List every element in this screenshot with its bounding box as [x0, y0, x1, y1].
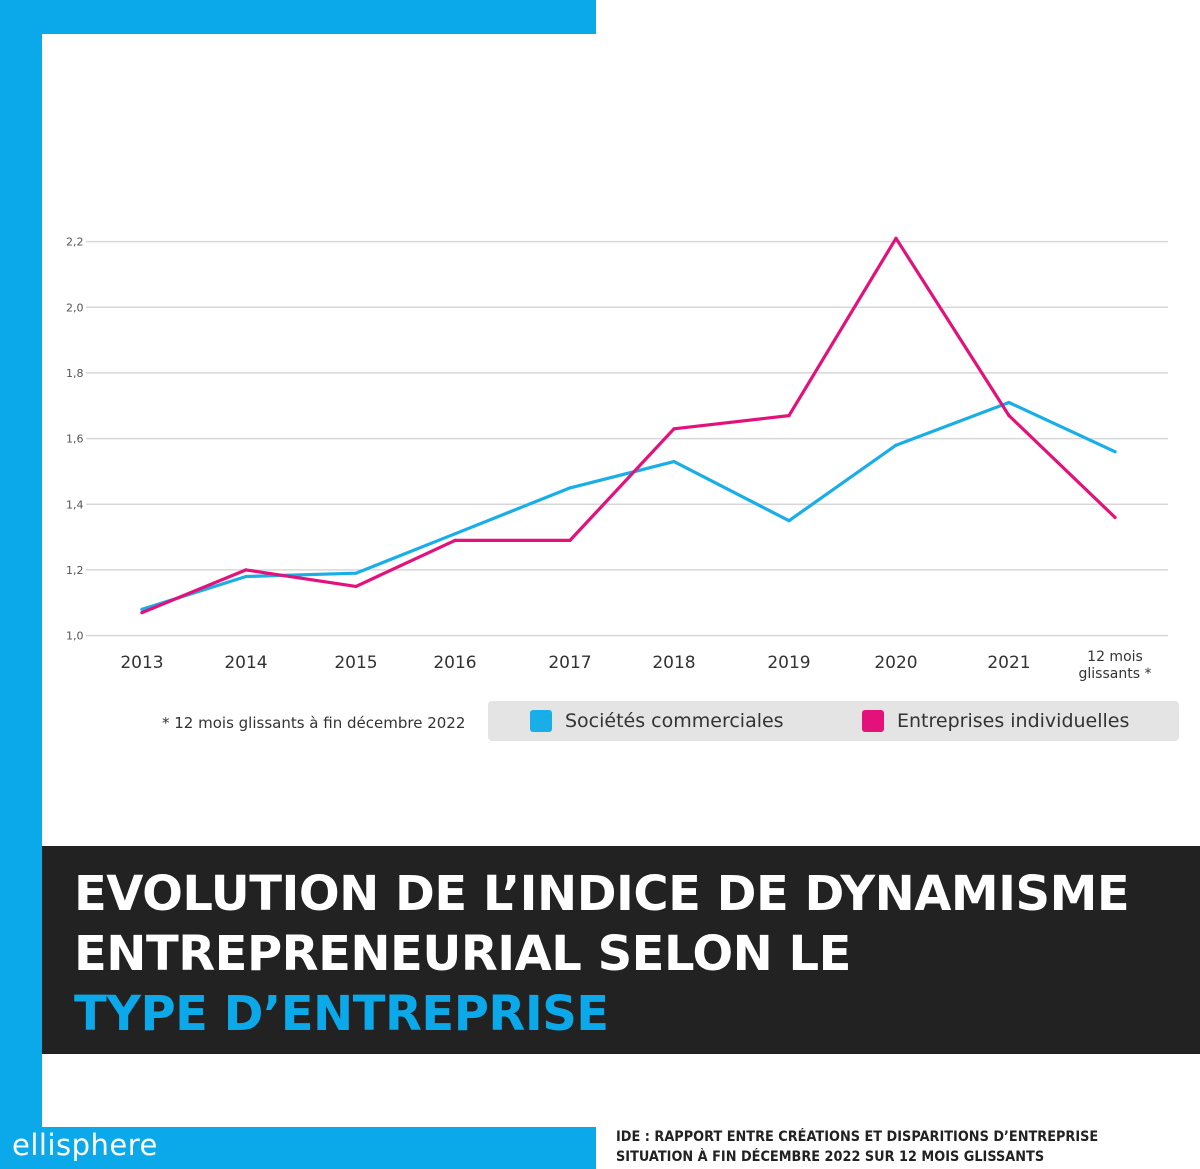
title-line-2: ENTREPRENEURIAL SELON LE	[74, 926, 851, 982]
data-point	[1113, 450, 1117, 454]
data-point	[568, 486, 572, 490]
x-tick-label: 2014	[224, 653, 267, 673]
y-tick-label: 2,0	[66, 301, 84, 314]
chart-footnote: * 12 mois glissants à fin décembre 2022	[162, 714, 466, 732]
legend-label-societes: Sociétés commerciales	[565, 710, 784, 732]
data-point	[1113, 515, 1117, 519]
data-point	[244, 574, 248, 579]
y-tick-label: 1,8	[66, 367, 84, 380]
data-point	[568, 538, 572, 542]
data-point	[672, 427, 676, 431]
series-line-1	[140, 400, 1117, 611]
data-point	[140, 611, 144, 615]
chart-grid	[86, 240, 1168, 637]
data-point	[787, 414, 791, 418]
data-point	[140, 607, 144, 611]
accent-bar-left	[0, 0, 42, 1169]
data-point	[672, 460, 676, 464]
series-line-2	[140, 236, 1117, 615]
legend-item-societes: Sociétés commerciales	[530, 701, 784, 741]
data-point	[894, 236, 898, 240]
brand-logo: ellisphere	[12, 1128, 158, 1162]
chart-series	[140, 236, 1117, 615]
data-point	[1007, 400, 1011, 405]
caption-line-2: SITUATION À FIN DÉCEMBRE 2022 SUR 12 MOI…	[616, 1149, 1045, 1165]
x-tick-label-line: glissants *	[1079, 666, 1152, 682]
legend-swatch-entreprises	[862, 710, 884, 732]
legend-label-entreprises: Entreprises individuelles	[897, 710, 1130, 732]
x-tick-label: 12 mois glissants *	[1079, 649, 1152, 682]
line-chart: 1,01,21,41,61,82,02,2 2013 2014 2015 2016 20…	[66, 236, 1168, 682]
data-point	[1007, 414, 1011, 418]
caption-line-1: IDE : RAPPORT ENTRE CRÉATIONS ET DISPARI…	[616, 1129, 1099, 1145]
data-point	[787, 519, 791, 523]
data-point	[894, 443, 898, 447]
y-tick-label: 2,2	[66, 236, 84, 249]
data-point	[244, 568, 248, 572]
data-point	[453, 532, 457, 536]
legend-item-entreprises: Entreprises individuelles	[862, 701, 1129, 741]
y-tick-label: 1,4	[66, 498, 84, 511]
legend-swatch-societes	[530, 710, 552, 732]
chart-legend: Sociétés commerciales Entreprises indivi…	[488, 701, 1179, 741]
title-line-3: TYPE D’ENTREPRISE	[74, 986, 609, 1042]
x-tick-label-line: 12 mois	[1087, 649, 1143, 665]
title-banner: EVOLUTION DE L’INDICE DE DYNAMISME ENTRE…	[42, 846, 1200, 1054]
x-tick-label: 2020	[874, 653, 917, 673]
x-tick-label: 2017	[548, 653, 591, 673]
data-point	[453, 538, 457, 542]
y-tick-label: 1,2	[66, 564, 84, 577]
accent-bar-top	[0, 0, 596, 34]
y-tick-label: 1,6	[66, 433, 84, 446]
x-tick-label: 2021	[987, 653, 1030, 673]
y-tick-label: 1,0	[66, 630, 84, 643]
x-tick-label: 2019	[767, 653, 810, 673]
accent-bar-bottom	[0, 1127, 596, 1169]
x-tick-label: 2016	[433, 653, 476, 673]
data-point	[354, 571, 358, 575]
x-axis-labels: 2013 2014 2015 2016 2017 2018 2019 2020 2021 12 m…	[120, 649, 1151, 682]
y-axis-ticks: 1,0 1,2 1,4 1,6 1,8 2,0 2,2	[66, 236, 84, 643]
data-point	[354, 584, 358, 589]
x-tick-label: 2013	[120, 653, 163, 673]
title-line-1: EVOLUTION DE L’INDICE DE DYNAMISME	[74, 866, 1130, 922]
x-tick-label: 2018	[652, 653, 695, 673]
x-tick-label: 2015	[334, 653, 377, 673]
